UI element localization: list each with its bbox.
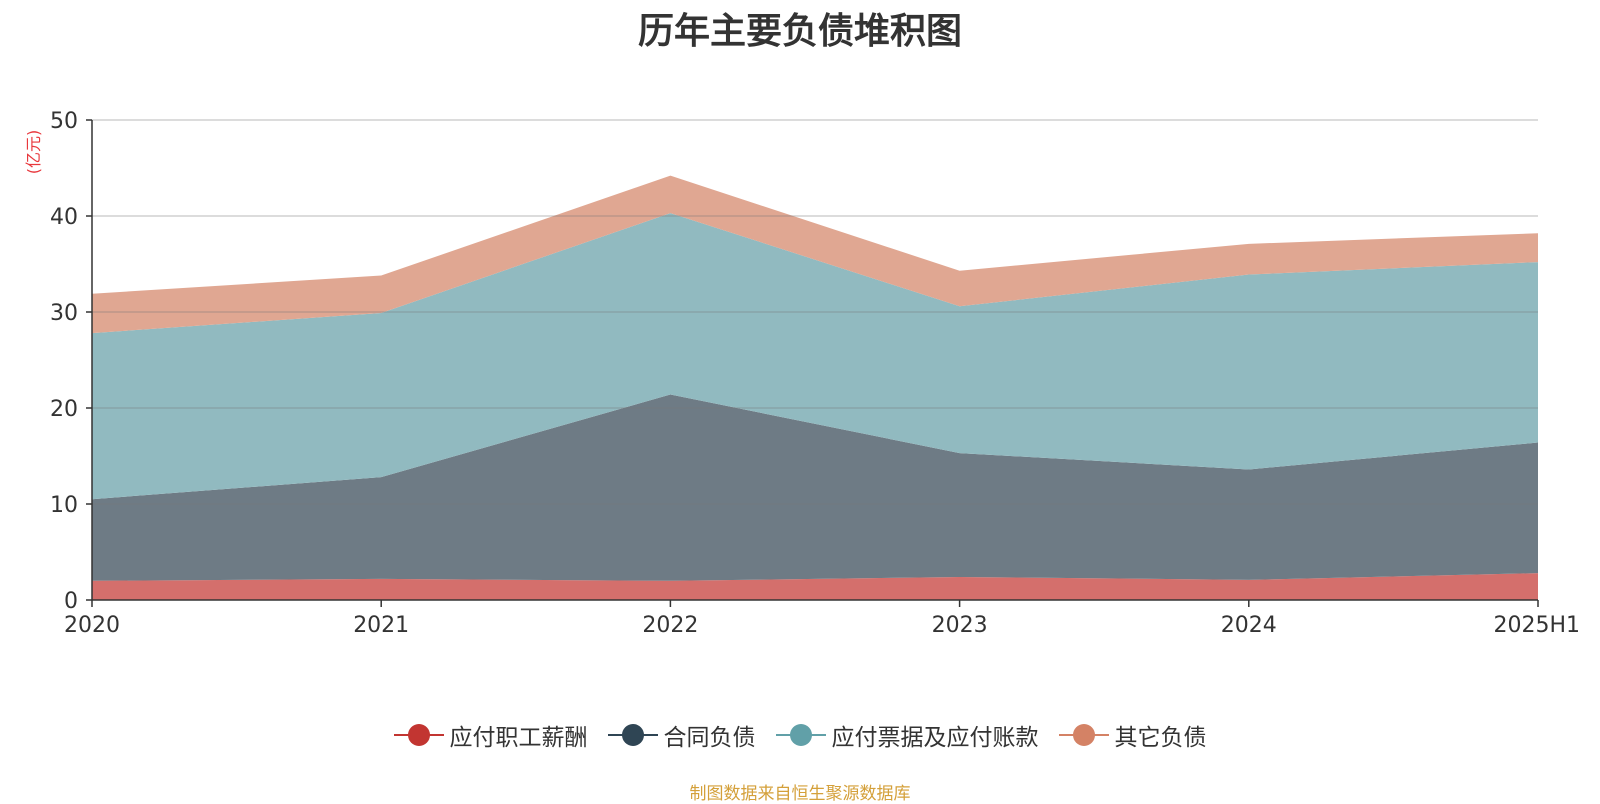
y-tick-label-3: 30 [50, 301, 78, 326]
x-tick-label-0: 2020 [64, 613, 120, 638]
y-tick-label-0: 0 [64, 589, 78, 614]
legend-marker-icon [607, 724, 658, 746]
y-tick-label-4: 40 [50, 205, 78, 230]
x-tick-label-3: 2023 [932, 613, 988, 638]
legend-marker-icon [775, 724, 826, 746]
legend-marker-icon [1058, 724, 1109, 746]
legend-marker-icon [393, 724, 444, 746]
legend-label: 合同负债 [663, 725, 756, 751]
stacked-area-chart: 0 10 20 30 40 50 2020 2021 2022 2023 2024 2025H1 [50, 109, 1580, 638]
area-series-2 [92, 213, 1538, 500]
x-tick-label-5: 2025H1 [1493, 613, 1580, 638]
area-series-3 [92, 175, 1538, 334]
y-tick-label-5: 50 [50, 109, 78, 134]
legend: 应付职工薪酬 合同负债 应付票据及应付账款 其它负债 [0, 718, 1600, 752]
x-tick-label-1: 2021 [353, 613, 409, 638]
legend-item-2[interactable]: 应付票据及应付账款 [775, 718, 1039, 752]
legend-item-1[interactable]: 合同负债 [607, 718, 756, 752]
source-note: 制图数据来自恒生聚源数据库 [689, 784, 911, 804]
legend-label: 应付票据及应付账款 [831, 725, 1039, 751]
y-tick-label-2: 20 [50, 397, 78, 422]
area-series-1 [92, 394, 1538, 581]
x-tick-label-2: 2022 [642, 613, 698, 638]
area-series-0 [92, 573, 1538, 600]
chart-title: 历年主要负债堆积图 [637, 11, 962, 52]
legend-label: 应付职工薪酬 [449, 725, 588, 751]
legend-item-3[interactable]: 其它负债 [1058, 718, 1207, 752]
x-tick-label-4: 2024 [1221, 613, 1277, 638]
y-tick-label-1: 10 [50, 493, 78, 518]
legend-item-0[interactable]: 应付职工薪酬 [393, 718, 588, 752]
legend-label: 其它负债 [1114, 725, 1207, 751]
